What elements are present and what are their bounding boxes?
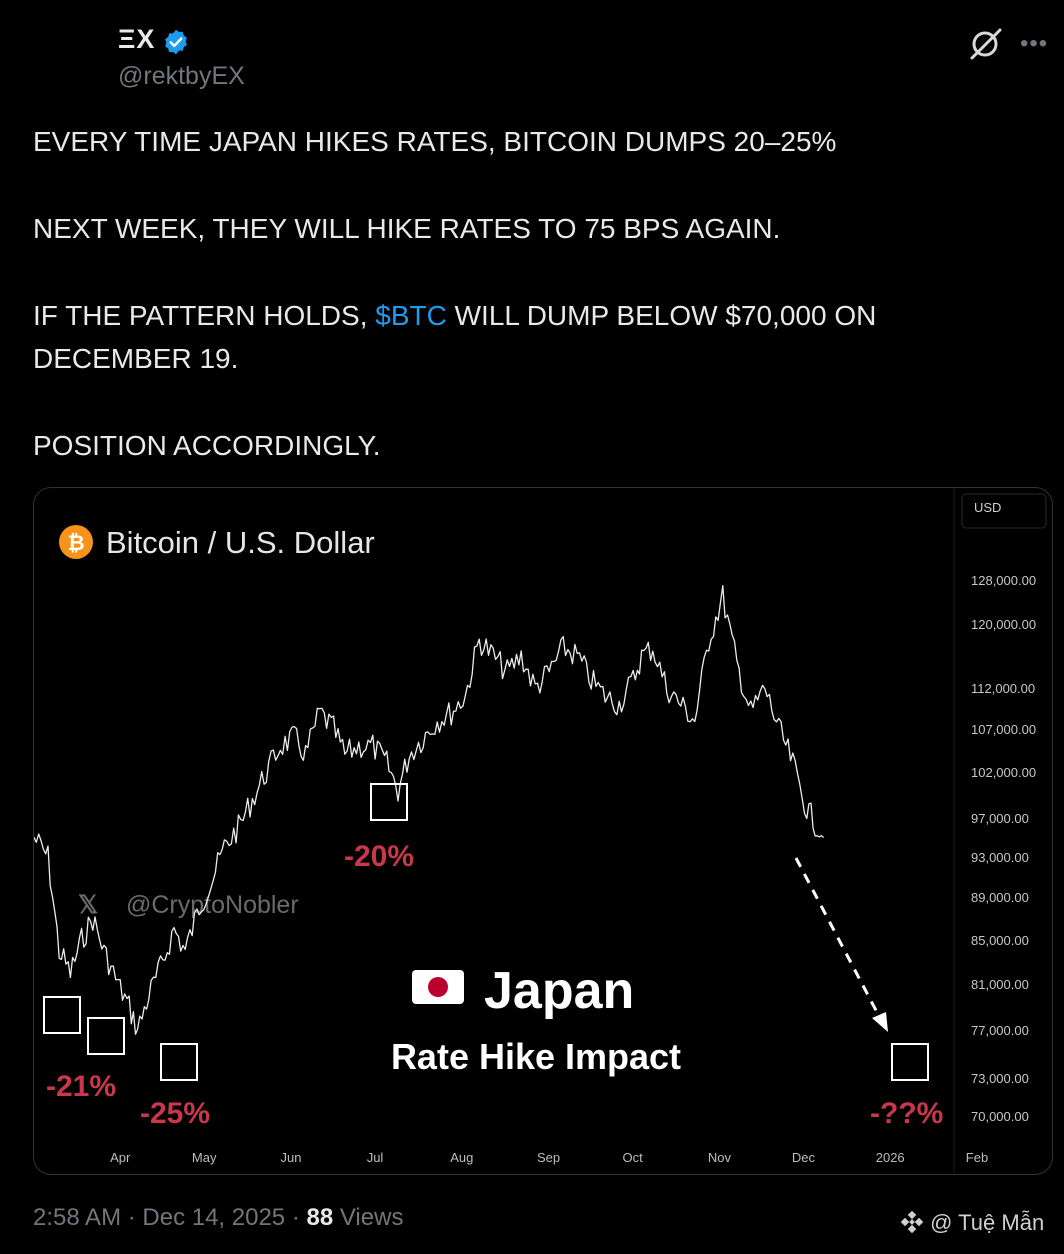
binance-logo-icon [900,1210,924,1234]
y-tick-label: 85,000.00 [971,933,1029,948]
projection-arrow [794,857,882,1019]
post-line: EVERY TIME JAPAN HIKES RATES, BITCOIN DU… [33,126,837,157]
y-tick-label: 112,000.00 [971,681,1035,696]
x-tick-label: Aug [450,1150,473,1165]
x-tick-label: Apr [110,1150,131,1165]
post-line: POSITION ACCORDINGLY. [33,430,381,461]
y-tick-label: 81,000.00 [971,977,1029,992]
post-text-segment: IF THE PATTERN HOLDS, [33,300,376,331]
y-tick-label: 70,000.00 [971,1109,1029,1124]
y-tick-label: 97,000.00 [971,811,1029,826]
dip-percent-label: -??% [870,1097,943,1130]
btc-usd-chart: USD ₿ Bitcoin / U.S. Dollar 𝕏 @CryptoNob… [34,488,1047,1174]
source-watermark: @ Tuệ Mẫn [900,1210,1044,1236]
post-meta: 2:58 AM · Dec 14, 2025 · 88 Views [33,1204,403,1232]
y-tick-label: 93,000.00 [971,850,1029,865]
views-count: 88 [306,1204,334,1231]
y-tick-label: 73,000.00 [971,1071,1029,1086]
dip-percent-label: -21% [46,1070,116,1103]
y-tick-label: 102,000.00 [971,765,1036,780]
x-tick-label: Nov [708,1150,732,1165]
x-tick-label: 2026 [876,1150,905,1165]
views-label: Views [333,1204,404,1231]
post-line: NEXT WEEK, THEY WILL HIKE RATES TO 75 BP… [33,213,781,244]
author-name[interactable]: ΞX [118,24,156,54]
btc-cashtag-link[interactable]: $BTC [375,300,447,331]
y-tick-label: 77,000.00 [971,1023,1029,1038]
author-handle[interactable]: @rektbyEX [118,62,245,90]
x-tick-label: Feb [966,1150,988,1165]
dip-marker-box [160,1043,198,1081]
currency-label: USD [974,500,1001,515]
overlay-title: Japan [484,962,634,1020]
more-options-icon[interactable]: ••• [1020,30,1049,57]
dip-marker-box [891,1043,929,1081]
dip-marker-box [87,1017,125,1055]
bitcoin-icon: ₿ [59,525,93,559]
x-tick-label: Jul [367,1150,384,1165]
dip-percent-label: -25% [140,1097,210,1130]
x-tick-label: Dec [792,1150,816,1165]
post-text-segment: WILL DUMP BELOW $70,000 ON DECEMBER 19. [33,300,877,374]
projection-arrow-head [872,1012,888,1032]
dip-percent-label: -20% [344,840,414,873]
post-timestamp[interactable]: 2:58 AM · Dec 14, 2025 · [33,1204,307,1231]
post-media-chart[interactable]: USD ₿ Bitcoin / U.S. Dollar 𝕏 @CryptoNob… [33,487,1053,1175]
y-tick-label: 107,000.00 [971,722,1036,737]
y-tick-label: 89,000.00 [971,890,1029,905]
x-tick-label: Oct [622,1150,643,1165]
dip-marker-box [370,783,408,821]
price-series-line [34,585,825,1035]
source-watermark-text: @ Tuệ Mẫn [930,1210,1045,1235]
grok-icon[interactable] [968,26,1004,67]
post-header: ΞX @rektbyEX ••• [0,0,1064,110]
post-body: EVERY TIME JAPAN HIKES RATES, BITCOIN DU… [33,120,1023,467]
chart-title: Bitcoin / U.S. Dollar [106,525,375,560]
japan-flag-icon [412,970,464,1004]
y-tick-label: 128,000.00 [971,573,1036,588]
chart-watermark: @CryptoNobler [126,891,299,919]
y-tick-label: 120,000.00 [971,617,1036,632]
svg-text:₿: ₿ [67,531,84,555]
x-logo-icon: 𝕏 [78,891,98,919]
verified-badge-icon [162,28,190,61]
x-tick-label: Jun [281,1150,302,1165]
x-tick-label: May [192,1150,217,1165]
overlay-subtitle: Rate Hike Impact [391,1036,681,1077]
dip-marker-box [43,996,81,1034]
x-tick-label: Sep [537,1150,560,1165]
post-line: IF THE PATTERN HOLDS, $BTC WILL DUMP BEL… [33,294,1023,380]
